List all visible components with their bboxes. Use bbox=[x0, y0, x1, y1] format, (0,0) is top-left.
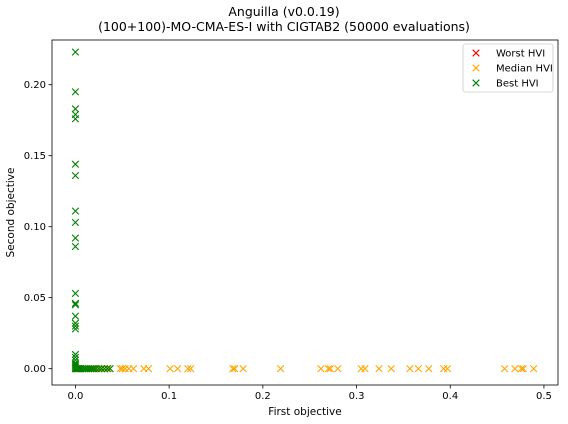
data-point bbox=[71, 48, 80, 56]
legend-label: Median HVI bbox=[496, 64, 553, 75]
plot-area bbox=[51, 39, 559, 386]
data-point bbox=[103, 364, 111, 373]
data-point bbox=[71, 319, 80, 327]
legend-label: Worst HVI bbox=[496, 49, 545, 60]
x-tick-label: 0.1 bbox=[161, 391, 177, 402]
data-point bbox=[71, 322, 80, 330]
data-marks bbox=[71, 48, 538, 373]
y-axis: 0.00 0.05 0.10 0.15 0.20 bbox=[24, 80, 52, 375]
chart-title: Anguilla (v0.0.19) bbox=[228, 4, 340, 19]
data-point bbox=[71, 299, 80, 308]
data-point bbox=[71, 160, 80, 168]
y-tick-label: 0.20 bbox=[24, 80, 46, 91]
legend-box bbox=[462, 43, 554, 93]
data-point bbox=[361, 364, 369, 373]
data-point bbox=[71, 218, 80, 227]
data-point bbox=[500, 364, 509, 373]
data-point bbox=[231, 364, 239, 373]
legend-marker bbox=[472, 79, 480, 87]
x-axis-label: First objective bbox=[268, 406, 341, 418]
data-point bbox=[334, 364, 342, 373]
legend-marker bbox=[472, 49, 480, 57]
data-point bbox=[71, 88, 80, 96]
data-point bbox=[71, 312, 80, 320]
y-tick-label: 0.15 bbox=[24, 151, 46, 162]
data-point bbox=[425, 364, 433, 373]
x-tick-label: 0.2 bbox=[255, 391, 271, 402]
data-point bbox=[229, 364, 237, 373]
data-point bbox=[276, 364, 285, 373]
data-point bbox=[324, 364, 333, 373]
data-point bbox=[106, 364, 114, 373]
y-tick-label: 0.10 bbox=[24, 222, 46, 233]
data-point bbox=[239, 364, 247, 373]
data-point bbox=[129, 364, 138, 373]
x-tick-label: 0.4 bbox=[442, 391, 458, 402]
x-tick-label: 0.3 bbox=[349, 391, 365, 402]
x-tick-label: 0.5 bbox=[536, 391, 552, 402]
plot-frame bbox=[51, 39, 559, 386]
data-point bbox=[71, 301, 80, 309]
data-point bbox=[517, 364, 526, 373]
data-point bbox=[71, 325, 80, 333]
chart-subtitle: (100+100)-MO-CMA-ES-I with CIGTAB2 (5000… bbox=[98, 19, 470, 34]
data-point bbox=[71, 115, 80, 123]
data-point bbox=[519, 364, 528, 373]
data-point bbox=[71, 234, 80, 242]
data-point bbox=[71, 289, 80, 298]
data-point bbox=[529, 364, 538, 373]
data-point bbox=[326, 364, 334, 373]
legend-marker bbox=[472, 64, 480, 72]
data-point bbox=[184, 364, 192, 373]
data-point bbox=[71, 105, 80, 113]
data-point bbox=[97, 364, 106, 373]
chart-title-block: Anguilla (v0.0.19) (100+100)-MO-CMA-ES-I… bbox=[0, 4, 568, 34]
y-tick-label: 0.00 bbox=[24, 364, 46, 375]
data-point bbox=[71, 353, 80, 362]
x-tick-label: 0.0 bbox=[67, 391, 83, 402]
data-point bbox=[71, 242, 80, 251]
data-point bbox=[71, 207, 80, 215]
data-point bbox=[166, 364, 174, 373]
x-axis: 0.0 0.1 0.2 0.3 0.4 0.5 bbox=[67, 385, 552, 402]
data-point bbox=[511, 364, 519, 373]
data-point bbox=[387, 364, 395, 373]
legend-label: Best HVI bbox=[496, 79, 539, 90]
data-point bbox=[92, 364, 100, 373]
data-point bbox=[95, 364, 103, 373]
y-axis-label: Second objective bbox=[5, 168, 17, 258]
data-point bbox=[317, 364, 325, 373]
data-point bbox=[443, 364, 452, 373]
data-point bbox=[186, 364, 195, 373]
data-point bbox=[173, 364, 182, 373]
data-point bbox=[144, 364, 153, 373]
data-point bbox=[71, 171, 80, 180]
y-tick-label: 0.05 bbox=[24, 293, 46, 304]
data-point bbox=[100, 364, 109, 373]
data-point bbox=[406, 364, 414, 373]
data-point bbox=[375, 364, 383, 373]
data-point bbox=[414, 364, 423, 373]
series-best-hvi bbox=[71, 48, 114, 373]
legend: Worst HVI Median HVI Best HVI bbox=[462, 43, 554, 93]
data-point bbox=[71, 350, 80, 359]
data-point bbox=[118, 364, 126, 373]
